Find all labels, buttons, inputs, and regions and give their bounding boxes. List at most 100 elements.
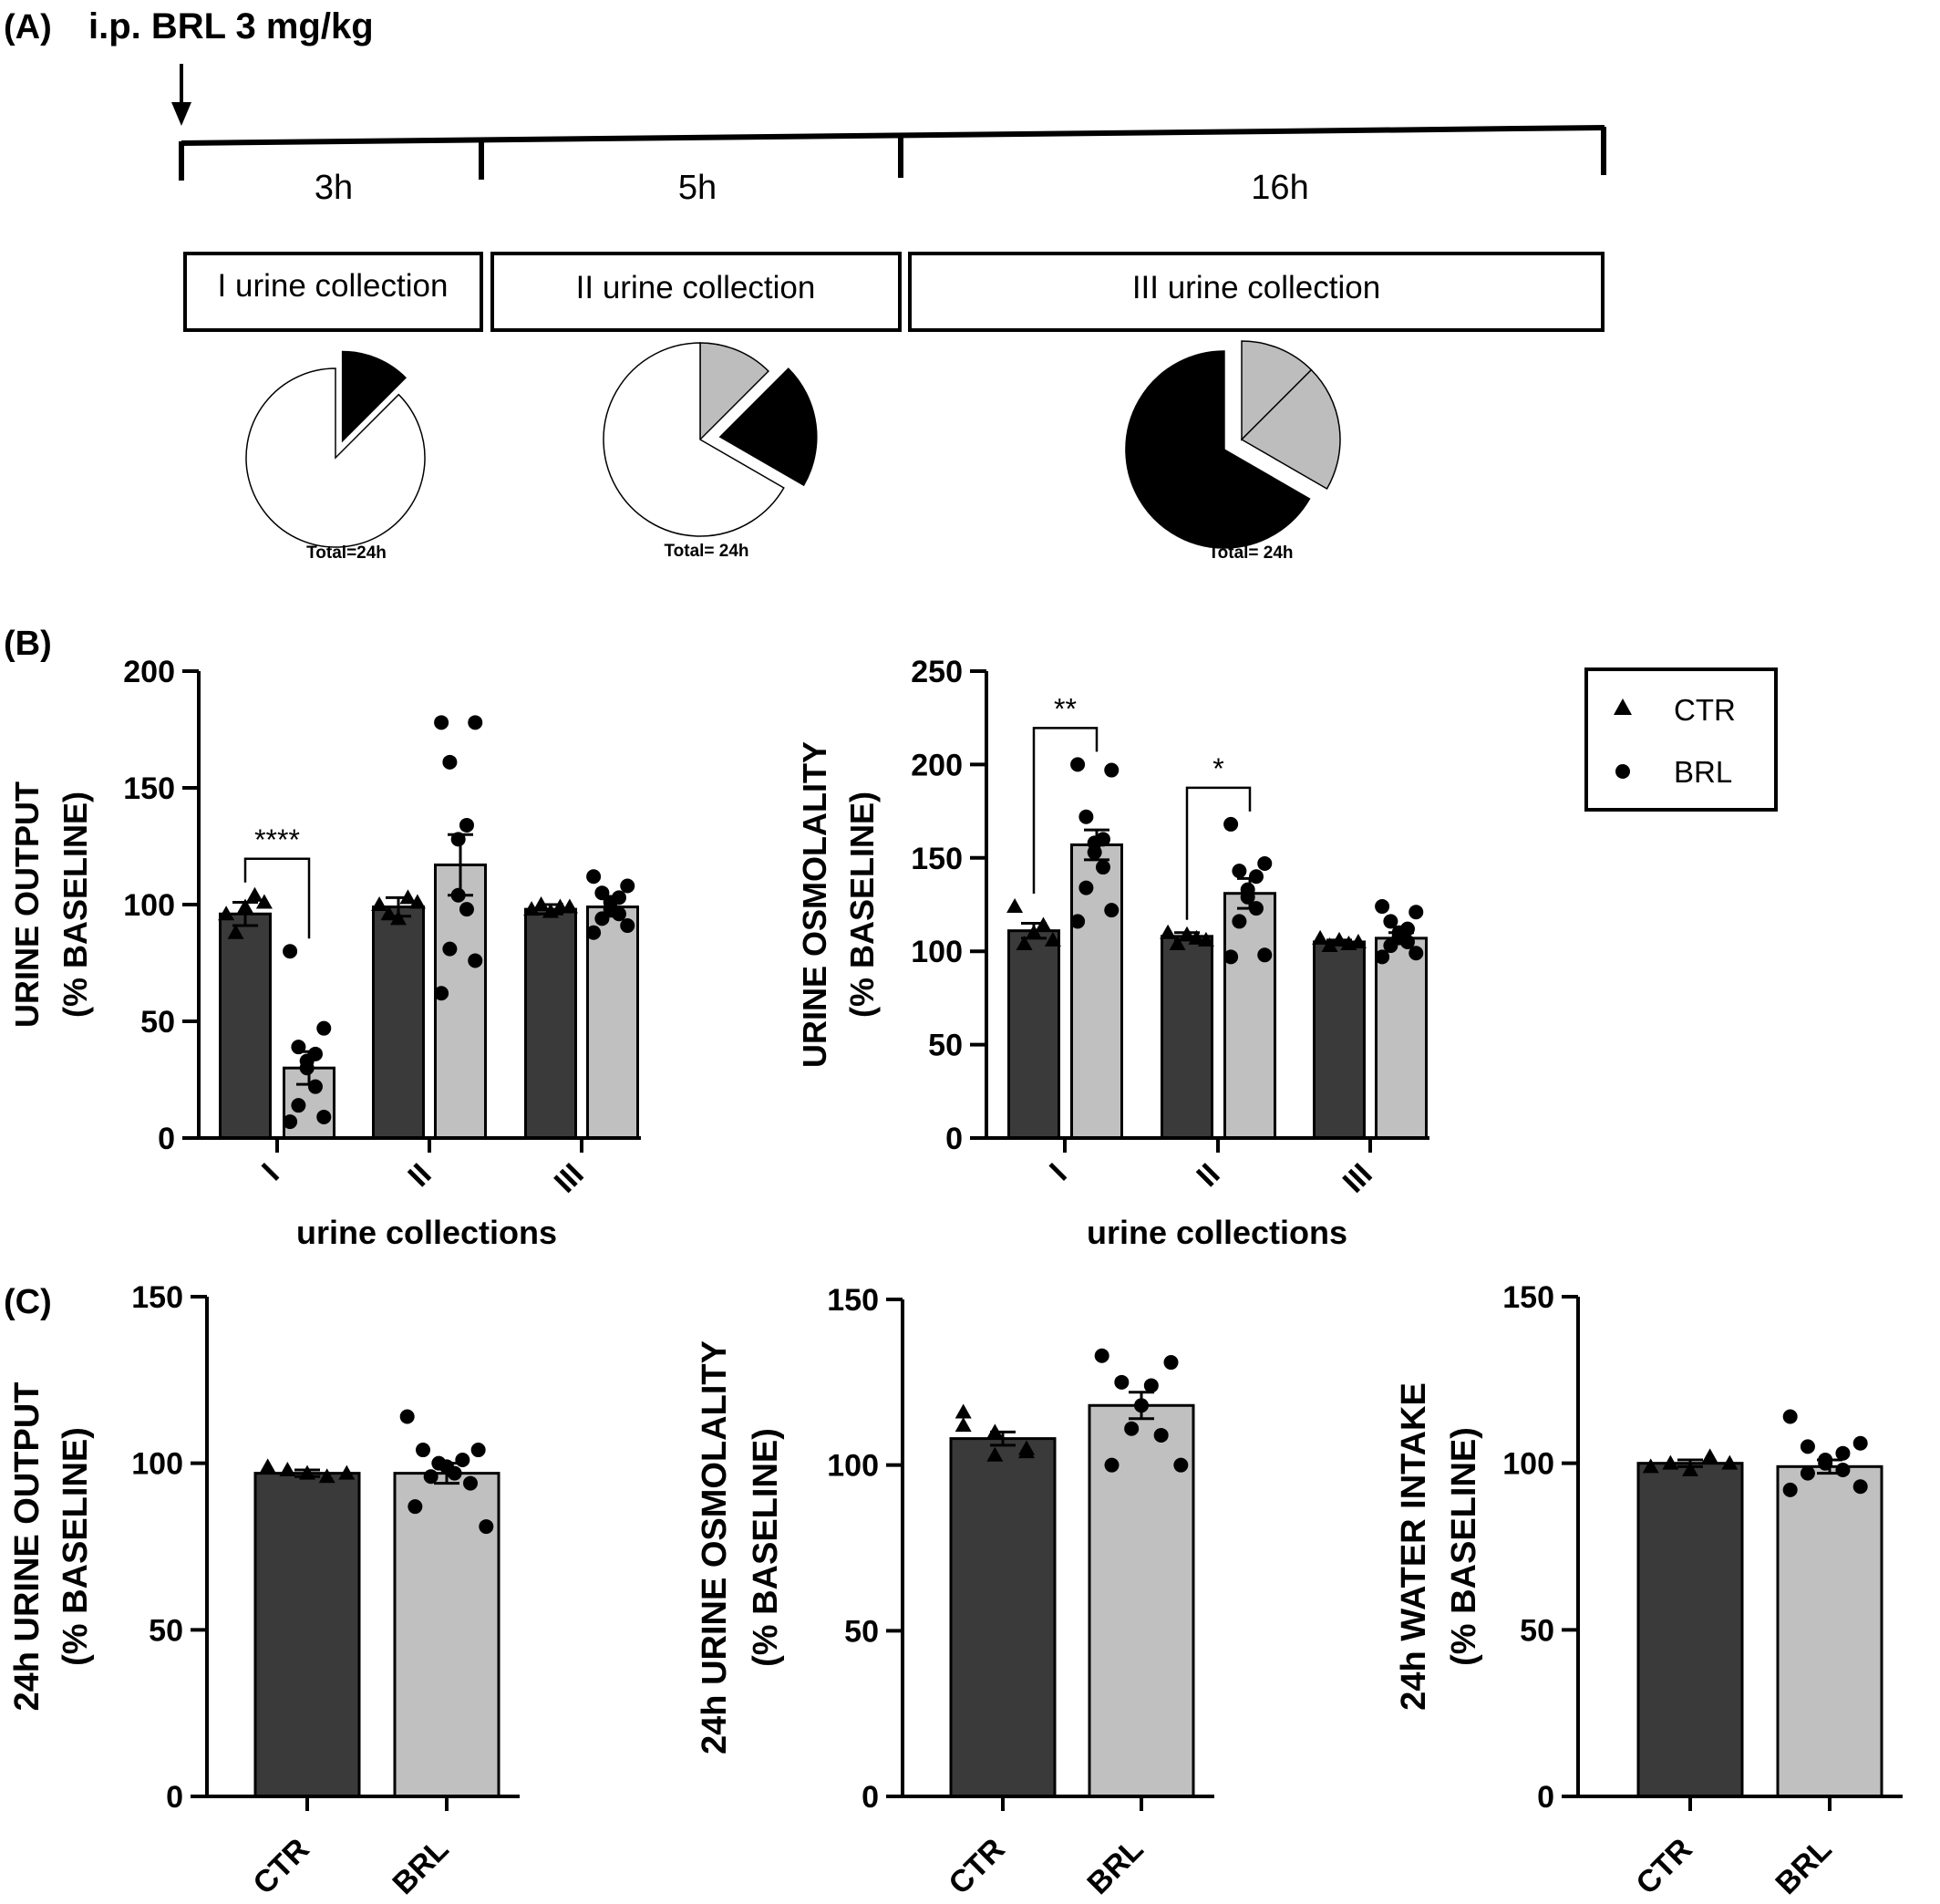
data-point-circle (1134, 1398, 1149, 1413)
data-point-triangle (986, 1446, 1004, 1462)
collection-label-3: III urine collection (1132, 270, 1380, 305)
data-point-circle (1094, 1348, 1109, 1363)
data-point-circle (1399, 934, 1415, 949)
x-tick-label: CTR (1629, 1832, 1698, 1901)
data-point-circle (1078, 809, 1094, 824)
data-point-circle (1248, 869, 1264, 885)
y-axis-label: URINE OUTPUT (8, 781, 46, 1028)
legend-triangle-marker (1614, 698, 1632, 715)
bar-ctr-i (1007, 929, 1060, 1140)
x-axis-label: urine collections (296, 1214, 557, 1251)
pie-slice-i (341, 350, 408, 443)
bar-brl (1776, 1464, 1883, 1798)
data-point-circle (1232, 914, 1247, 929)
data-point-circle (416, 1443, 431, 1458)
data-point-circle (1257, 947, 1273, 963)
bar-ctr-iii (524, 907, 577, 1140)
pie-caption: Total=24h (306, 543, 387, 563)
data-point-circle (1240, 889, 1255, 905)
data-point-triangle (380, 905, 397, 921)
data-point-circle (459, 902, 474, 917)
data-point-circle (1835, 1462, 1851, 1477)
data-point-circle (1104, 762, 1120, 778)
y-tick-label: 50 (928, 1029, 963, 1063)
bar-ctr-iii (1313, 940, 1366, 1140)
data-point-circle (434, 986, 449, 1001)
data-point-triangle (1197, 931, 1214, 947)
data-point-circle (1800, 1465, 1815, 1481)
data-point-circle (1383, 914, 1398, 929)
data-point-triangle (1642, 1458, 1659, 1474)
data-point-circle (1104, 903, 1120, 918)
panel-label-a: (A) (4, 8, 52, 47)
data-point-triangle (255, 894, 273, 909)
data-point-circle (283, 944, 298, 959)
data-point-triangle (1312, 929, 1329, 945)
pie-caption: Total= 24h (1208, 543, 1293, 563)
data-point-circle (442, 754, 458, 770)
data-point-triangle (1006, 898, 1024, 914)
legend: CTR BRL (1584, 667, 1778, 812)
pie-slice-ii (718, 367, 818, 487)
pie-chart-3: Total= 24h (1125, 340, 1341, 563)
y-tick-label: 150 (131, 1280, 183, 1315)
data-point-circle (450, 887, 466, 903)
data-point-circle (1087, 844, 1102, 860)
legend-box (1584, 667, 1778, 812)
bar-ctr (1636, 1462, 1744, 1798)
y-axis-label: (% BASELINE) (843, 792, 881, 1018)
bar-ctr-i (219, 912, 272, 1140)
data-point-triangle (218, 905, 235, 921)
y-axis-label: 24h URINE OUTPUT (8, 1381, 46, 1711)
data-point-circle (450, 832, 466, 847)
data-point-circle (620, 918, 635, 934)
y-tick-label: 150 (827, 1283, 879, 1318)
x-tick-label: BRL (386, 1832, 455, 1901)
pie-slice-rest (603, 342, 785, 537)
y-tick-label: 100 (131, 1447, 183, 1482)
pie-chart-1: Total=24h (245, 350, 426, 563)
y-tick-label: 200 (911, 748, 963, 782)
y-axis-label: (% BASELINE) (57, 792, 94, 1018)
data-point-triangle (1169, 936, 1186, 951)
data-point-circle (1852, 1479, 1868, 1495)
duration-label-1: 3h (315, 169, 353, 207)
data-point-circle (611, 906, 626, 922)
data-point-triangle (1682, 1461, 1698, 1476)
x-tick-label: I (1043, 1157, 1074, 1188)
data-point-triangle (299, 1464, 315, 1480)
x-tick-label: III (548, 1157, 591, 1200)
collection-box-3 (908, 252, 1605, 332)
chart-24h-urine-osmolality: 0 50 100 150 CTR BRL 24h URINE OSMOLALITY (% BA… (696, 1283, 1214, 1901)
pie-caption: Total= 24h (664, 542, 748, 561)
bar-ctr (253, 1472, 361, 1798)
y-tick-label: 100 (123, 888, 175, 923)
data-point-triangle (1179, 926, 1195, 941)
y-tick-label: 250 (911, 655, 963, 689)
panel-label-b: (B) (4, 625, 52, 663)
y-tick-label: 0 (862, 1780, 879, 1815)
y-axis-label: (% BASELINE) (1445, 1427, 1483, 1666)
data-point-circle (291, 1098, 306, 1113)
data-point-circle (283, 1114, 298, 1130)
y-tick-label: 0 (166, 1780, 183, 1815)
collection-box-2 (490, 252, 902, 332)
x-tick-label: CTR (942, 1832, 1011, 1901)
chart-24h-urine-output: 0 50 100 150 CTR BRL 24h URINE OUTPUT (% BASELI… (8, 1280, 520, 1901)
data-point-circle (1852, 1435, 1868, 1451)
significance-label: **** (254, 823, 300, 856)
data-point-circle (1383, 938, 1398, 954)
x-tick-label: II (401, 1157, 438, 1194)
data-point-triangle (371, 896, 388, 911)
data-point-circle (1223, 816, 1239, 832)
legend-circle-marker (1615, 764, 1630, 779)
data-point-triangle (1044, 931, 1061, 947)
pie-slice-rest (245, 367, 426, 548)
data-point-triangle (399, 889, 417, 905)
timeline-axis (181, 125, 1605, 146)
data-point-triangle (955, 1403, 972, 1419)
bar-brl-i (1070, 843, 1123, 1140)
pie-slice-ii (1240, 368, 1341, 491)
data-point-triangle (1160, 924, 1177, 939)
